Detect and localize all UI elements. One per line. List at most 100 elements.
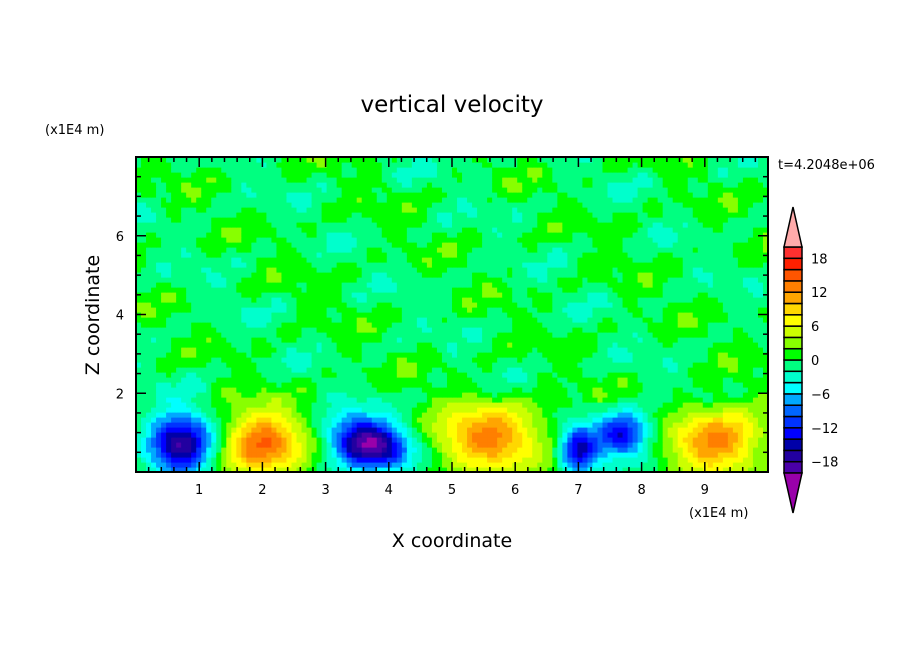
contour-cell: [171, 432, 177, 438]
contour-cell: [532, 462, 538, 468]
contour-cell: [291, 322, 298, 328]
contour-cell: [391, 392, 398, 398]
contour-cell: [341, 437, 348, 443]
contour-cell: [492, 427, 498, 433]
contour-cell: [462, 277, 468, 283]
contour-cell: [532, 332, 538, 338]
contour-cell: [697, 402, 704, 408]
contour-cell: [216, 362, 222, 368]
contour-cell: [492, 292, 498, 298]
contour-cell: [196, 397, 202, 403]
contour-cell: [426, 302, 433, 308]
contour-cell: [542, 352, 548, 358]
contour-cell: [351, 337, 358, 343]
contour-cell: [722, 457, 729, 463]
contour-cell: [517, 282, 523, 288]
contour-cell: [291, 427, 298, 433]
contour-cell: [381, 337, 388, 343]
contour-cell: [762, 392, 769, 398]
contour-cell: [692, 307, 699, 313]
contour-cell: [487, 282, 493, 288]
contour-cell: [542, 277, 548, 283]
contour-cell: [542, 377, 548, 383]
contour-cell: [266, 287, 273, 293]
contour-cell: [692, 397, 699, 403]
contour-cell: [216, 302, 222, 308]
contour-cell: [652, 402, 659, 408]
contour-cell: [281, 297, 288, 303]
contour-cell: [477, 317, 483, 323]
contour-cell: [251, 382, 257, 388]
contour-cell: [146, 402, 152, 408]
contour-cell: [371, 437, 378, 443]
contour-cell: [251, 442, 257, 448]
contour-cell: [341, 382, 348, 388]
contour-cell: [497, 357, 503, 363]
contour-cell: [386, 332, 393, 338]
contour-cell: [441, 432, 448, 438]
contour-cell: [567, 342, 573, 348]
contour-cell: [326, 347, 333, 353]
contour-cell: [211, 307, 217, 313]
contour-cell: [386, 307, 393, 313]
contour-cell: [221, 282, 227, 288]
contour-cell: [181, 467, 187, 473]
contour-cell: [386, 427, 393, 433]
contour-cell: [482, 397, 488, 403]
contour-cell: [567, 407, 573, 413]
contour-cell: [712, 397, 719, 403]
contour-cell: [231, 347, 237, 353]
contour-cell: [627, 377, 634, 383]
contour-cell: [231, 447, 237, 453]
contour-cell: [406, 442, 413, 448]
contour-cell: [296, 297, 303, 303]
contour-cell: [201, 377, 207, 383]
contour-cell: [617, 422, 624, 428]
contour-cell: [707, 352, 714, 358]
contour-cell: [522, 447, 528, 453]
contour-cell: [562, 387, 568, 393]
contour-cell: [507, 407, 513, 413]
contour-cell: [657, 277, 664, 283]
contour-cell: [231, 427, 237, 433]
contour-cell: [692, 412, 699, 418]
contour-cell: [502, 432, 508, 438]
contour-cell: [702, 437, 709, 443]
contour-cell: [482, 467, 488, 473]
contour-cell: [627, 287, 634, 293]
contour-cell: [687, 377, 694, 383]
contour-cell: [286, 322, 293, 328]
contour-cell: [171, 332, 177, 338]
contour-cell: [176, 382, 182, 388]
contour-cell: [436, 427, 443, 433]
contour-cell: [211, 427, 217, 433]
contour-cell: [512, 452, 518, 458]
contour-cell: [231, 457, 237, 463]
contour-cell: [176, 457, 182, 463]
contour-cell: [512, 387, 518, 393]
contour-cell: [732, 397, 739, 403]
contour-cell: [326, 297, 333, 303]
contour-cell: [441, 377, 448, 383]
contour-cell: [682, 397, 689, 403]
contour-cell: [326, 412, 333, 418]
contour-cell: [181, 437, 187, 443]
contour-cell: [657, 412, 664, 418]
contour-cell: [497, 352, 503, 358]
contour-cell: [717, 457, 724, 463]
contour-cell: [512, 312, 518, 318]
contour-cell: [306, 357, 313, 363]
contour-cell: [542, 437, 548, 443]
contour-cell: [632, 437, 639, 443]
contour-cell: [502, 402, 508, 408]
contour-cell: [176, 447, 182, 453]
contour-cell: [612, 377, 619, 383]
contour-cell: [431, 337, 438, 343]
contour-cell: [672, 462, 679, 468]
contour-cell: [296, 407, 303, 413]
contour-cell: [361, 367, 368, 373]
contour-cell: [321, 457, 328, 463]
contour-cell: [321, 367, 328, 373]
contour-cell: [557, 282, 563, 288]
